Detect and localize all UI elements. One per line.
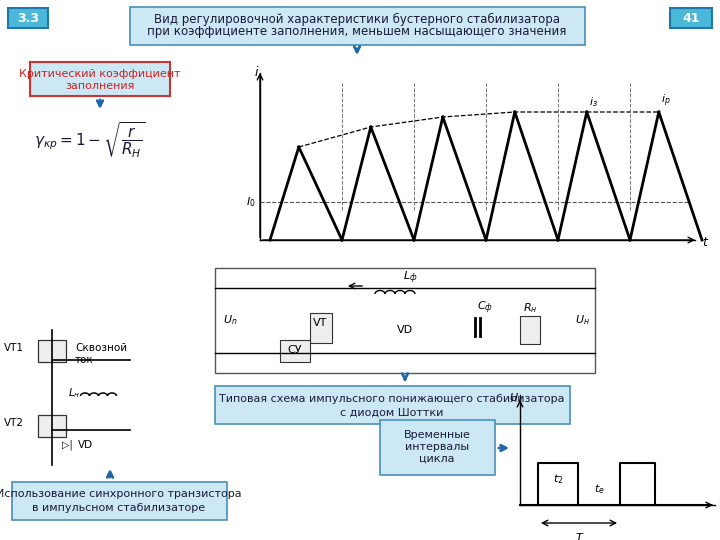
Text: Типовая схема импульсного понижающего стабилизатора: Типовая схема импульсного понижающего ст… [220,394,564,404]
Text: Временные: Временные [404,430,470,440]
Bar [30,62,170,96]
Text: VT1: VT1 [4,343,24,353]
Bar [280,340,310,362]
Text: $t_e$: $t_e$ [593,482,604,496]
Text: 41: 41 [683,11,700,24]
Text: $i_р$: $i_р$ [661,92,670,109]
Text: $U_n$: $U_n$ [223,313,238,327]
Text: ▷|: ▷| [62,440,73,450]
Text: цикла: цикла [419,454,455,464]
Text: $\gamma_{\kappa p} = 1 - \sqrt{\dfrac{r}{R_{H}}}$: $\gamma_{\kappa p} = 1 - \sqrt{\dfrac{r}… [34,120,146,160]
Bar [215,268,595,373]
Text: T: T [575,533,582,540]
Bar [520,316,540,344]
Text: Использование синхронного транзистора: Использование синхронного транзистора [0,489,242,499]
Text: $t_2$: $t_2$ [553,472,563,486]
Text: VT2: VT2 [4,418,24,428]
Text: Критический коэффициент: Критический коэффициент [19,69,181,79]
Text: при коэффициенте заполнения, меньшем насыщающего значения: при коэффициенте заполнения, меньшем нас… [148,24,567,37]
Text: $i_з$: $i_з$ [589,95,598,109]
Bar [12,482,227,520]
Text: i: i [254,65,258,78]
Text: VD: VD [397,325,413,335]
Bar [130,7,585,45]
Text: t: t [718,500,720,510]
Bar [215,386,570,424]
Text: 3.3: 3.3 [17,11,39,24]
Text: VD: VD [78,440,93,450]
Text: $L_ф$: $L_ф$ [402,270,418,286]
Text: ток: ток [75,355,94,365]
Bar [380,420,495,475]
Bar [38,340,66,362]
Text: Вид регулировочной характеристики бустерного стабилизатора: Вид регулировочной характеристики бустер… [154,12,560,25]
Text: $L_{н}$: $L_{н}$ [68,386,80,400]
Text: интервалы: интервалы [405,442,469,452]
Bar [8,8,48,28]
Bar [38,415,66,437]
Text: U: U [509,393,517,403]
Text: $U_н$: $U_н$ [575,313,590,327]
Bar [310,313,332,343]
Text: с диодом Шоттки: с диодом Шоттки [341,408,444,418]
Text: заполнения: заполнения [66,81,135,91]
Text: $R_н$: $R_н$ [523,301,537,315]
Text: Сквозной: Сквозной [75,343,127,353]
Text: в импульсном стабилизаторе: в импульсном стабилизаторе [32,503,206,513]
Text: $I_0$: $I_0$ [246,195,256,209]
Text: СУ: СУ [288,345,302,355]
Text: VT: VT [312,318,327,328]
Text: $C_ф$: $C_ф$ [477,300,493,316]
Text: t: t [702,235,707,248]
Bar [670,8,712,28]
